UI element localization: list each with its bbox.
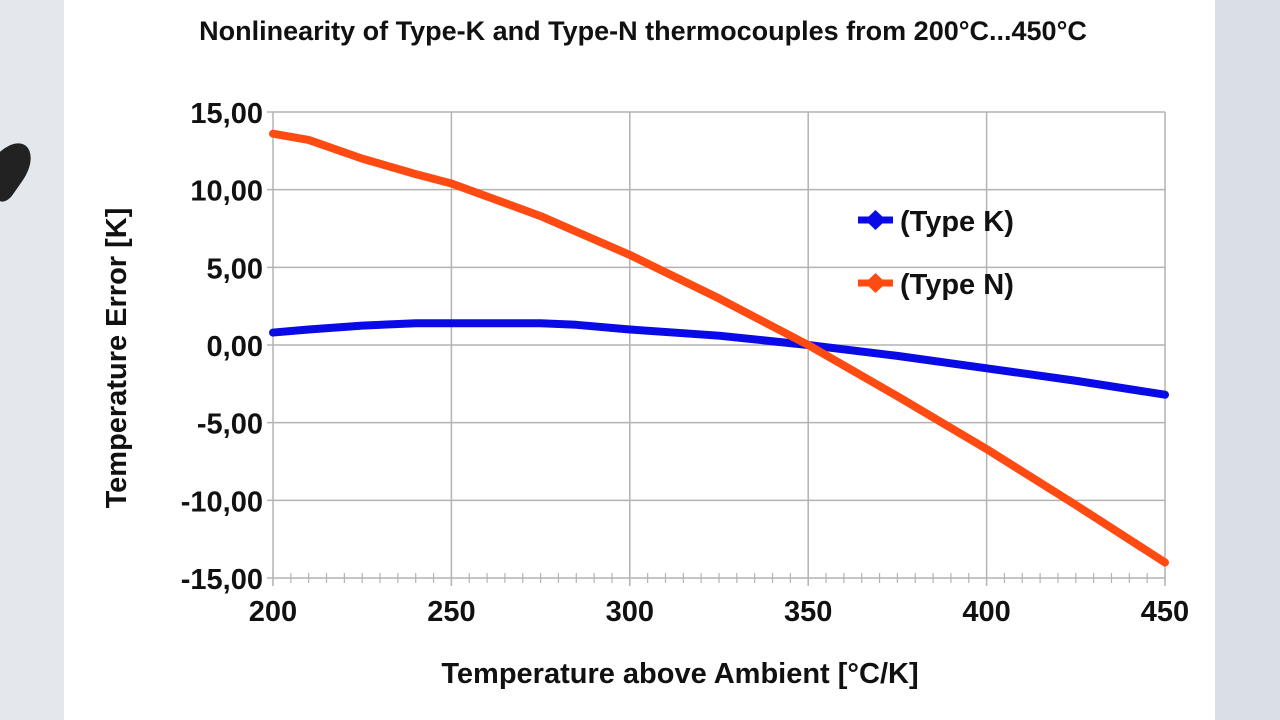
- y-tick-labels: 15,00 10,00 5,00 0,00 -5,00 -10,00 -15,00: [181, 98, 263, 596]
- y-tick-label: -10,00: [181, 486, 263, 518]
- x-axis-label: Temperature above Ambient [°C/K]: [441, 658, 918, 690]
- y-tick-label: 10,00: [190, 176, 263, 208]
- legend-diamond-icon: [865, 273, 886, 293]
- x-tick-label: 400: [962, 596, 1010, 628]
- series-line-type-n: [269, 129, 1169, 567]
- y-tick-label: -5,00: [197, 409, 263, 441]
- y-tick-label: -15,00: [181, 564, 263, 596]
- y-tick-label: 5,00: [207, 253, 263, 285]
- legend-label: (Type K): [900, 206, 1014, 238]
- legend-label: (Type N): [900, 269, 1014, 301]
- y-axis-label: Temperature Error [K]: [101, 208, 133, 509]
- legend-diamond-icon: [865, 210, 886, 230]
- chart-title: Nonlinearity of Type-K and Type-N thermo…: [199, 16, 1087, 46]
- x-tick-labels: 200 250 300 350 400 450: [249, 596, 1189, 628]
- series-line-type-k: [269, 319, 1169, 399]
- x-tick-label: 300: [606, 596, 654, 628]
- x-tick-label: 200: [249, 596, 297, 628]
- chart-page: [64, 0, 1215, 720]
- legend: (Type K) (Type N): [858, 206, 1014, 301]
- y-tick-label: 0,00: [207, 331, 263, 363]
- grid: [267, 111, 1166, 586]
- y-tick-label: 15,00: [190, 98, 263, 130]
- x-tick-label: 450: [1141, 596, 1189, 628]
- x-tick-label: 350: [784, 596, 832, 628]
- x-tick-label: 250: [427, 596, 475, 628]
- background-photo-strip: [0, 0, 64, 720]
- series: [269, 129, 1169, 567]
